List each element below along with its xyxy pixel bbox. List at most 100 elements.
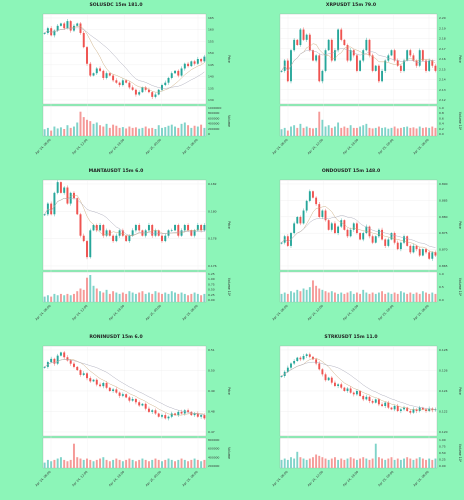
candle-body xyxy=(128,235,131,242)
volume-bar xyxy=(72,293,75,302)
candle-body xyxy=(167,77,170,83)
candle-body xyxy=(183,63,186,69)
candle-body xyxy=(167,416,170,419)
candle-body xyxy=(157,413,160,417)
candle-body xyxy=(125,80,128,83)
y-axis-label: Price xyxy=(227,55,231,63)
volume-bar xyxy=(293,458,296,468)
candle-body xyxy=(396,242,399,250)
volume-axis-label: Volume 10⁶ xyxy=(227,278,231,297)
y-tick-label: 0.885 xyxy=(439,198,448,202)
volume-bar xyxy=(280,459,283,468)
volume-bar xyxy=(138,292,141,302)
candle-body xyxy=(43,214,46,216)
candle-body xyxy=(368,39,371,56)
candle-body xyxy=(203,415,206,419)
volume-bar xyxy=(434,458,437,468)
volume-tick-label: 1000000 xyxy=(208,106,221,110)
y-tick-label: 2.20 xyxy=(439,16,446,20)
volume-bar xyxy=(125,128,128,136)
volume-tick-label: 600000 xyxy=(208,116,220,120)
volume-bar xyxy=(72,126,75,136)
candle-body xyxy=(377,65,380,82)
volume-bar xyxy=(56,128,59,136)
volume-tick-label: 200000 xyxy=(208,127,220,131)
volume-bar xyxy=(431,126,434,136)
volume-bar xyxy=(318,111,321,136)
volume-bar xyxy=(53,293,56,302)
volume-bar xyxy=(118,459,121,468)
volume-bar xyxy=(349,125,352,136)
candle-body xyxy=(190,230,193,236)
volume-bar xyxy=(161,461,163,468)
volume-bar xyxy=(157,292,160,302)
candle-body xyxy=(193,61,196,64)
volume-bar xyxy=(406,126,409,136)
candle-body xyxy=(134,89,137,95)
candle-body xyxy=(434,252,437,256)
x-tick-label: Apr 25, 00:00 xyxy=(145,304,162,321)
x-tick-label: Apr 24, 12:00 xyxy=(307,470,324,487)
y-tick-label: 2.14 xyxy=(439,78,446,82)
candle-body xyxy=(362,396,365,400)
volume-bar xyxy=(112,124,115,136)
candle-body xyxy=(293,223,296,234)
volume-bar xyxy=(190,459,193,468)
y-tick-label: 0.124 xyxy=(439,389,448,393)
volume-bar xyxy=(337,293,340,302)
moving-average-slow xyxy=(44,27,205,89)
chart-3: MANTAUSDT 15m 6.0 0.182 0.180 0.178 0.176 Pri… xyxy=(34,168,231,321)
candle-body xyxy=(387,55,390,61)
candle-body xyxy=(415,60,418,66)
volume-bar xyxy=(86,119,88,136)
candle-body xyxy=(92,379,95,382)
volume-bar xyxy=(418,126,421,136)
candle-body xyxy=(349,50,352,61)
candle-body xyxy=(131,230,134,236)
volume-bar xyxy=(352,458,355,468)
volume-bar xyxy=(312,128,314,136)
volume-bar xyxy=(134,293,137,302)
candle-body xyxy=(431,60,434,66)
candle-body xyxy=(108,387,111,391)
volume-bar xyxy=(134,127,137,136)
volume-bar xyxy=(174,292,177,302)
candle-body xyxy=(334,50,336,61)
candle-body xyxy=(421,407,424,410)
candle-body xyxy=(371,236,374,243)
candle-body xyxy=(324,374,327,381)
volume-bar xyxy=(82,289,85,302)
volume-bar xyxy=(164,127,167,136)
volume-bar xyxy=(434,127,437,136)
candle-body xyxy=(69,21,72,31)
volume-tick-label: 0.5 xyxy=(439,285,444,289)
volume-bar xyxy=(334,292,336,302)
x-tick-label: Apr 25, 00:00 xyxy=(377,470,394,487)
candle-body xyxy=(193,230,196,236)
candle-body xyxy=(118,82,121,86)
candle-body xyxy=(387,402,390,408)
volume-bar xyxy=(283,127,286,136)
candle-body xyxy=(105,73,108,78)
volume-bar xyxy=(154,128,157,136)
volume-bar xyxy=(286,293,289,302)
candle-body xyxy=(59,352,62,356)
candle-body xyxy=(377,229,380,237)
candle-body xyxy=(280,70,283,72)
candle-body xyxy=(340,29,343,40)
candle-body xyxy=(196,59,199,64)
candle-body xyxy=(147,89,150,93)
candle-body xyxy=(63,187,66,193)
candle-body xyxy=(377,399,380,405)
y-axis-label: Price xyxy=(458,55,462,63)
volume-bar xyxy=(86,458,88,468)
y-tick-label: 2.12 xyxy=(439,98,446,102)
moving-average-slow xyxy=(281,48,436,72)
volume-bar xyxy=(125,293,128,302)
moving-average-slow xyxy=(44,359,205,415)
candle-body xyxy=(53,192,56,215)
volume-bar xyxy=(406,457,409,468)
volume-bar xyxy=(415,292,418,302)
candle-body xyxy=(144,403,147,409)
volume-bar xyxy=(102,457,105,468)
